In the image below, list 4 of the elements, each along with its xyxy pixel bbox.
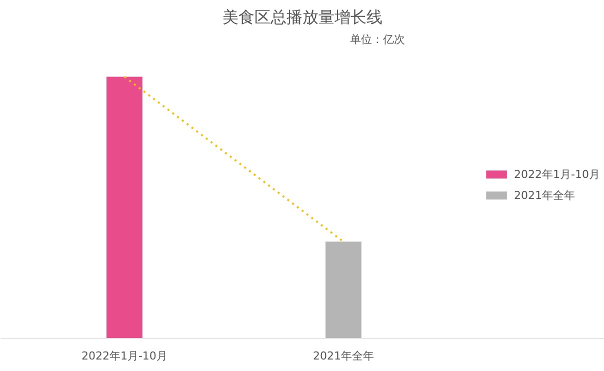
legend-label: 2022年1月-10月 bbox=[514, 166, 600, 182]
chart-title: 美食区总播放量增长线 bbox=[222, 8, 382, 26]
legend-label: 2021年全年 bbox=[514, 188, 576, 202]
chart-subtitle: 单位：亿次 bbox=[350, 33, 405, 46]
